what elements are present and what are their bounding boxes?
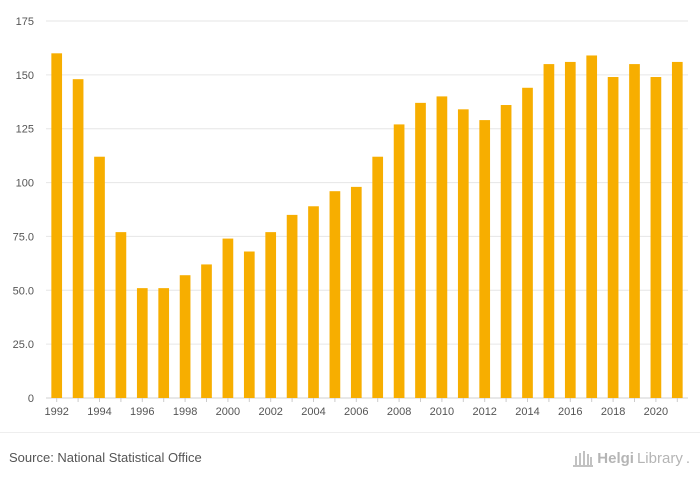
bar <box>201 264 212 398</box>
x-tick-label: 2010 <box>430 406 454 418</box>
bar <box>586 55 598 398</box>
bar <box>436 96 448 399</box>
x-tick-label: 1994 <box>87 406 111 418</box>
x-tick-label: 1992 <box>44 406 68 418</box>
bar <box>415 102 426 399</box>
y-tick-label: 50.0 <box>13 285 34 297</box>
bar <box>500 105 512 399</box>
x-tick-label: 2008 <box>387 406 411 418</box>
bar <box>671 61 683 399</box>
source-note: Source: National Statistical Office <box>9 450 202 465</box>
bar <box>350 186 362 398</box>
gridlines <box>46 20 688 399</box>
x-tick-label: 2016 <box>558 406 582 418</box>
x-tick-label: 2020 <box>644 406 668 418</box>
x-tick-label: 2000 <box>216 406 240 418</box>
y-tick-label: 175 <box>16 16 34 28</box>
y-tick-label: 25.0 <box>13 339 34 351</box>
x-tick-label: 2006 <box>344 406 368 418</box>
bar <box>564 61 576 399</box>
helgi-library-logo[interactable]: Helgi Library. <box>572 448 690 468</box>
bar <box>479 120 491 398</box>
y-axis: 0 25.0 50.0 75.0 100 125 150 175 <box>13 16 34 405</box>
y-tick-label: 0 <box>28 393 34 405</box>
brand-name-library: Library <box>636 449 683 467</box>
brand-name-helgi: Helgi <box>597 449 634 467</box>
bar <box>629 64 640 398</box>
bar <box>51 53 63 399</box>
bar <box>607 77 619 398</box>
bar <box>94 156 105 398</box>
x-axis: 1992 1994 1996 1998 2000 2002 2004 2006 2008 2010… <box>44 398 678 418</box>
bar <box>457 109 469 398</box>
bar <box>329 191 341 398</box>
library-building-icon <box>573 451 594 467</box>
bar <box>72 79 84 399</box>
bar <box>650 77 662 398</box>
bar <box>158 288 170 398</box>
bar <box>222 238 234 398</box>
bar <box>265 232 277 398</box>
brand-name-suffix: . <box>685 449 690 467</box>
bar <box>243 251 255 398</box>
bar <box>372 156 384 398</box>
bar <box>393 124 405 398</box>
y-tick-label: 150 <box>16 70 34 82</box>
bar <box>308 206 319 398</box>
bar <box>115 232 127 398</box>
bar <box>522 87 533 398</box>
x-tick-label: 2004 <box>301 406 325 418</box>
x-tick-label: 1998 <box>173 406 197 418</box>
x-tick-label: 2002 <box>258 406 282 418</box>
bars <box>51 53 683 399</box>
bar <box>179 275 191 398</box>
y-tick-label: 75.0 <box>13 231 34 243</box>
x-tick-label: 1996 <box>130 406 154 418</box>
x-tick-label: 2012 <box>472 406 496 418</box>
bar <box>136 288 148 398</box>
bar <box>286 214 298 398</box>
footer-divider <box>0 432 700 433</box>
y-tick-label: 100 <box>16 178 34 190</box>
x-tick-label: 2014 <box>515 406 539 418</box>
y-tick-label: 125 <box>16 124 34 136</box>
bar <box>543 64 555 398</box>
x-tick-label: 2018 <box>601 406 625 418</box>
